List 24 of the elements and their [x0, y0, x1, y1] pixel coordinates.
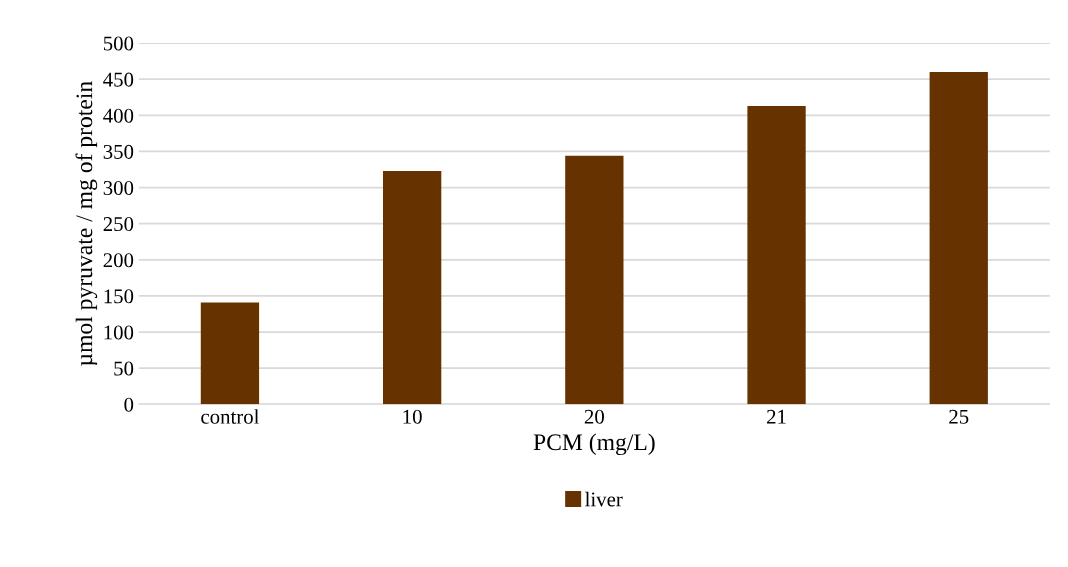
- x-tick-label: 20: [584, 409, 604, 424]
- y-tick-label: 450: [103, 72, 134, 87]
- bar: [929, 71, 988, 405]
- y-tick-label: 250: [103, 217, 134, 232]
- y-tick-label: 400: [103, 108, 134, 123]
- x-tick-label: 10: [403, 409, 422, 424]
- y-tick-label: 50: [114, 361, 134, 376]
- y-tick-label: 350: [103, 144, 134, 159]
- x-tick-label: 25: [949, 409, 969, 424]
- y-axis-title: µmol pyruvate / mg of protein: [75, 81, 98, 366]
- y-tick-label: 300: [103, 180, 134, 195]
- x-axis-title: PCM (mg/L): [533, 433, 655, 456]
- y-tick-label: 150: [104, 289, 134, 304]
- y-tick-label: 200: [103, 253, 134, 268]
- x-tick-label: 21: [767, 409, 786, 424]
- y-tick-label: 100: [104, 325, 134, 340]
- bar: [565, 155, 624, 405]
- bar: [382, 170, 442, 405]
- y-tick-label: 500: [103, 36, 134, 51]
- legend-label: liver: [585, 491, 623, 507]
- x-tick-label: control: [201, 409, 260, 424]
- bar: [200, 302, 260, 405]
- y-tick-label: 0: [124, 397, 134, 412]
- bar: [747, 105, 806, 405]
